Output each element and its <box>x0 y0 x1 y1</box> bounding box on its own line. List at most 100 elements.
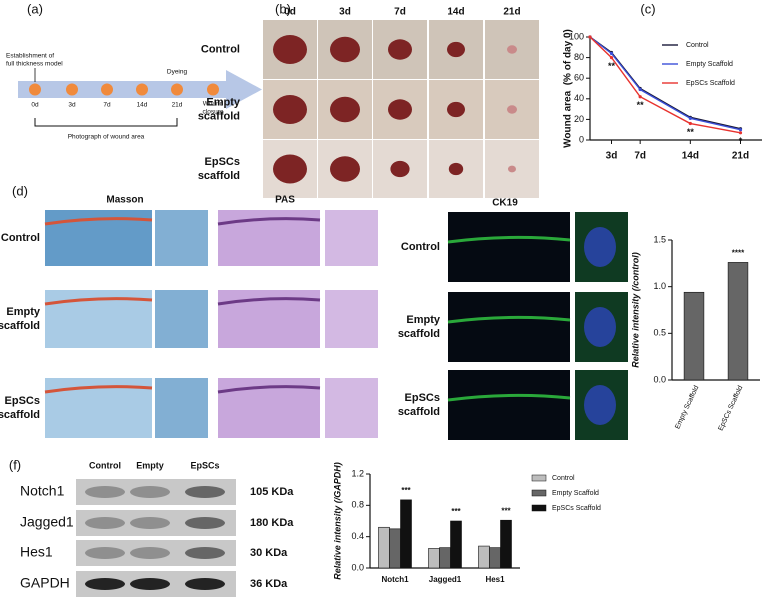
blot-band <box>85 486 125 498</box>
data-point <box>688 121 692 126</box>
data-point <box>588 35 592 39</box>
timepoint-label: 7d <box>103 102 111 109</box>
x-tick-label: Notch1 <box>381 575 409 584</box>
column-header: 3d <box>339 7 351 18</box>
row-label: scaffold <box>198 110 240 122</box>
y-tick-label: 0 <box>579 134 584 144</box>
legend-label: Empty Scaffold <box>552 490 599 497</box>
timepoint-dot <box>29 83 41 96</box>
x-tick-label: 14d <box>682 151 699 162</box>
blot-band <box>185 578 225 590</box>
panel-label: (b) <box>275 1 291 16</box>
wound <box>507 105 517 114</box>
bracket <box>34 118 178 127</box>
significance: * <box>739 136 743 146</box>
histology-zoom <box>155 378 208 438</box>
protein-label: Jagged1 <box>20 514 74 530</box>
blot-band <box>130 486 170 498</box>
data-point <box>738 128 743 132</box>
significance: ** <box>608 61 616 71</box>
y-tick-label: 1.5 <box>653 234 666 244</box>
epidermis-signal <box>447 235 571 244</box>
size-label: 30 KDa <box>250 547 288 559</box>
y-tick-label: 20 <box>574 114 584 124</box>
y-tick-label: 1.0 <box>653 281 666 291</box>
bar <box>378 526 390 569</box>
data-point <box>638 87 642 92</box>
panel-label: (d) <box>12 183 28 198</box>
y-tick-label: 60 <box>574 73 584 83</box>
row-label: EpSCs <box>5 395 40 407</box>
size-label: 105 KDa <box>250 486 294 498</box>
row-label: Empty <box>206 96 241 108</box>
wound <box>448 162 464 176</box>
column-header: 14d <box>447 7 464 18</box>
data-point <box>609 51 614 56</box>
panel-title: CK19 <box>492 198 518 209</box>
timepoint-label: 0d <box>31 102 39 109</box>
significance: **** <box>732 249 745 258</box>
epidermis <box>44 217 153 226</box>
panel-label: (f) <box>9 457 21 472</box>
fluorescence-image <box>448 292 570 362</box>
x-tick-label: 3d <box>606 151 618 162</box>
bar <box>389 528 401 569</box>
timepoint-label: 14d <box>137 102 148 109</box>
y-tick-label: 40 <box>574 93 584 103</box>
blot-band <box>130 517 170 529</box>
bar <box>727 262 749 381</box>
row-label: EpSCs <box>205 156 240 168</box>
data-point <box>638 95 642 99</box>
epidermis <box>217 385 321 394</box>
significance: *** <box>401 486 411 495</box>
wound <box>273 95 307 124</box>
significance: *** <box>501 506 511 515</box>
photo-note: Photograph of wound area <box>68 134 145 141</box>
bar <box>478 545 490 569</box>
wound <box>390 160 410 178</box>
x-tick-label: 7d <box>634 151 646 162</box>
protein-label: Hes1 <box>20 544 53 560</box>
blot-band <box>185 486 225 498</box>
bar <box>683 291 705 381</box>
epidermis <box>44 297 153 306</box>
bar <box>428 548 440 569</box>
y-tick-label: 100 <box>569 31 584 41</box>
blot-band <box>130 547 170 559</box>
column-header: EpSCs <box>190 460 219 470</box>
wound <box>447 41 465 58</box>
epidermis-signal <box>447 315 571 324</box>
significance: ** <box>637 100 645 110</box>
blot-band <box>85 517 125 529</box>
row-label: Empty <box>406 314 441 326</box>
blot-band <box>85 578 125 590</box>
timeline-arrow <box>226 70 262 109</box>
row-label: scaffold <box>198 170 240 182</box>
size-label: 180 KDa <box>250 517 294 529</box>
column-header: Empty <box>136 460 164 470</box>
y-tick-label: 80 <box>574 52 584 62</box>
histology-zoom <box>325 290 378 348</box>
data-point <box>738 131 743 135</box>
protein-label: Notch1 <box>20 483 65 499</box>
row-label: Control <box>1 232 40 244</box>
blot-band <box>185 517 225 529</box>
y-tick-label: 0.8 <box>351 500 364 510</box>
bar <box>500 519 512 569</box>
column-header: Control <box>89 460 121 470</box>
blot-band <box>85 547 125 559</box>
wound <box>388 99 412 120</box>
y-tick-label: 0.0 <box>653 374 666 384</box>
row-label: scaffold <box>398 406 440 418</box>
timepoint-dot <box>101 83 113 96</box>
column-header: 21d <box>503 7 520 18</box>
legend-label: Control <box>686 42 709 49</box>
establishment-label: full thickness model <box>6 61 63 68</box>
column-header: 0d <box>284 7 296 18</box>
y-tick-label: 1.2 <box>351 468 364 478</box>
y-axis-label: Relative intensity (/control) <box>630 252 640 368</box>
data-point <box>609 56 614 60</box>
epidermis <box>217 217 321 226</box>
y-axis-label: Relative intensity (/GAPDH) <box>332 462 342 580</box>
